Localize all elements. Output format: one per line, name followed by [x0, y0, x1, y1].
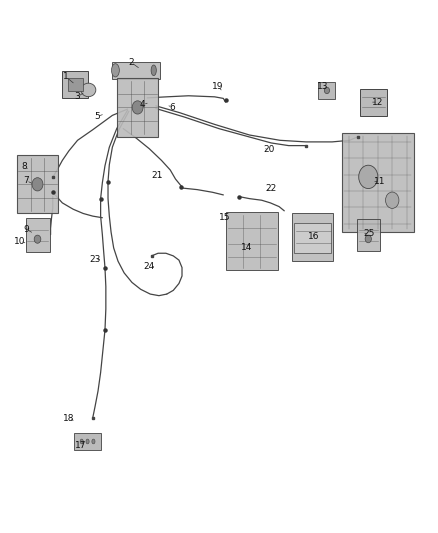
Ellipse shape [359, 165, 378, 189]
Text: 24: 24 [144, 262, 155, 271]
Text: 2: 2 [128, 58, 134, 67]
Ellipse shape [151, 65, 156, 76]
Text: 11: 11 [374, 177, 386, 186]
Text: 20: 20 [264, 146, 275, 155]
Bar [294, 223, 331, 253]
Text: 7: 7 [23, 176, 29, 185]
Text: 14: 14 [241, 244, 252, 253]
Ellipse shape [81, 83, 96, 96]
Text: 8: 8 [21, 163, 27, 171]
Ellipse shape [92, 439, 95, 444]
Bar [360, 88, 387, 116]
Text: 6: 6 [170, 103, 175, 112]
Text: 4: 4 [140, 100, 146, 109]
Bar [318, 82, 335, 99]
Ellipse shape [32, 177, 43, 191]
Text: 5: 5 [94, 112, 100, 121]
Text: 15: 15 [219, 213, 230, 222]
Bar [357, 219, 380, 251]
Bar [67, 78, 83, 91]
Text: 13: 13 [317, 82, 328, 91]
Text: 10: 10 [14, 237, 26, 246]
Text: 12: 12 [372, 98, 384, 107]
Text: 21: 21 [152, 171, 163, 180]
Bar [117, 78, 158, 136]
Text: 17: 17 [75, 441, 86, 450]
Text: 1: 1 [63, 72, 69, 81]
Bar [113, 62, 160, 79]
Text: 9: 9 [24, 225, 29, 234]
Bar [74, 433, 101, 450]
Ellipse shape [132, 101, 143, 114]
Ellipse shape [112, 63, 119, 77]
Ellipse shape [365, 235, 371, 243]
Bar [342, 133, 414, 232]
Text: 19: 19 [212, 82, 224, 91]
Bar [226, 212, 278, 270]
Bar [26, 217, 50, 252]
Ellipse shape [324, 87, 329, 94]
Ellipse shape [34, 235, 41, 243]
Bar [62, 71, 88, 98]
Bar [17, 155, 58, 214]
Ellipse shape [80, 439, 83, 444]
Text: 22: 22 [265, 184, 277, 193]
Text: 3: 3 [74, 92, 81, 101]
Text: 18: 18 [63, 414, 74, 423]
Ellipse shape [86, 439, 89, 444]
Text: 25: 25 [364, 229, 375, 238]
Bar [292, 213, 333, 261]
Text: 23: 23 [89, 255, 101, 264]
Text: 16: 16 [308, 232, 320, 241]
Ellipse shape [385, 192, 399, 208]
